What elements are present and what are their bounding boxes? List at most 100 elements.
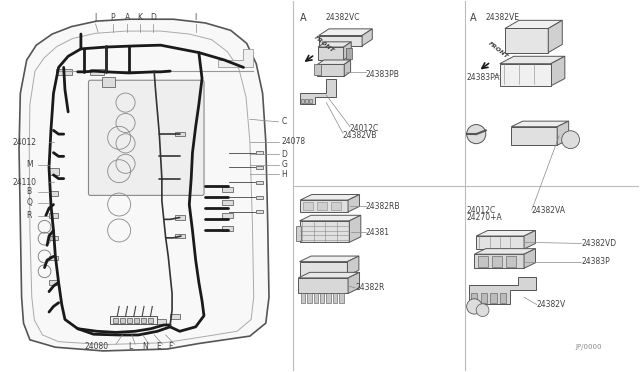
Polygon shape xyxy=(318,42,351,47)
Bar xyxy=(170,314,180,319)
Text: 24080: 24080 xyxy=(84,341,108,350)
Bar xyxy=(307,294,312,303)
Polygon shape xyxy=(524,231,536,249)
FancyBboxPatch shape xyxy=(88,80,204,195)
Polygon shape xyxy=(468,277,536,304)
Text: I: I xyxy=(195,13,196,22)
Bar xyxy=(317,202,327,210)
Bar xyxy=(301,99,304,103)
Text: B: B xyxy=(27,187,32,196)
Bar xyxy=(339,294,344,303)
Polygon shape xyxy=(557,121,569,145)
Text: Q: Q xyxy=(27,198,33,207)
Polygon shape xyxy=(319,29,372,36)
Bar xyxy=(320,294,324,303)
Polygon shape xyxy=(300,200,348,212)
Bar xyxy=(141,318,146,323)
Text: N: N xyxy=(143,341,148,350)
Bar xyxy=(326,294,331,303)
Bar xyxy=(301,294,305,303)
Text: L: L xyxy=(129,341,133,350)
Bar xyxy=(471,294,477,303)
Bar xyxy=(127,318,132,323)
Text: 24382VC: 24382VC xyxy=(325,13,360,22)
Bar xyxy=(90,69,104,75)
Polygon shape xyxy=(317,64,344,76)
Text: 24382R: 24382R xyxy=(355,283,385,292)
Text: E: E xyxy=(156,341,161,350)
Polygon shape xyxy=(511,127,557,145)
Polygon shape xyxy=(317,60,351,64)
Text: A: A xyxy=(300,13,306,23)
Text: FRONT: FRONT xyxy=(314,35,335,53)
Bar xyxy=(120,318,125,323)
Bar xyxy=(346,48,352,59)
Bar xyxy=(175,132,185,137)
Bar xyxy=(222,227,234,231)
Text: 24382VD: 24382VD xyxy=(581,239,616,248)
Bar xyxy=(49,280,58,285)
Polygon shape xyxy=(476,231,536,236)
Bar xyxy=(500,294,506,303)
Polygon shape xyxy=(300,78,336,105)
Text: JP/0000: JP/0000 xyxy=(575,344,602,350)
Text: 24383PA: 24383PA xyxy=(467,73,500,82)
Bar xyxy=(305,99,308,103)
Text: 24012C: 24012C xyxy=(467,206,496,215)
Bar xyxy=(49,191,58,196)
Text: 24382VA: 24382VA xyxy=(532,206,566,215)
Bar xyxy=(222,187,234,192)
Text: 24012: 24012 xyxy=(13,138,36,147)
Polygon shape xyxy=(362,29,372,46)
Bar xyxy=(155,319,166,324)
Bar xyxy=(256,166,262,169)
Circle shape xyxy=(562,131,579,148)
Text: 24382VB: 24382VB xyxy=(343,131,378,140)
Polygon shape xyxy=(319,36,362,46)
Polygon shape xyxy=(300,221,349,242)
Text: 24382V: 24382V xyxy=(537,300,566,309)
Text: D: D xyxy=(282,150,287,159)
Text: 24270+A: 24270+A xyxy=(467,213,502,222)
Bar xyxy=(314,64,321,75)
Polygon shape xyxy=(318,47,344,60)
Bar xyxy=(256,181,262,184)
Bar xyxy=(222,214,234,218)
Polygon shape xyxy=(524,248,536,268)
Polygon shape xyxy=(474,254,524,268)
Polygon shape xyxy=(548,20,563,52)
Text: 24383P: 24383P xyxy=(581,257,610,266)
Bar xyxy=(256,196,262,199)
Bar xyxy=(49,256,58,260)
Bar xyxy=(478,256,488,267)
Text: R: R xyxy=(27,211,32,220)
Bar xyxy=(481,294,487,303)
Text: 24012C: 24012C xyxy=(350,124,380,133)
Polygon shape xyxy=(348,195,360,212)
Bar xyxy=(148,318,153,323)
Text: G: G xyxy=(282,160,287,169)
Text: A: A xyxy=(470,13,476,23)
Bar xyxy=(314,294,318,303)
Polygon shape xyxy=(300,215,361,221)
Polygon shape xyxy=(300,256,359,262)
Text: 24078: 24078 xyxy=(282,137,306,146)
Bar xyxy=(49,213,58,218)
Text: 24382RB: 24382RB xyxy=(366,202,401,211)
Bar xyxy=(56,68,72,75)
Bar xyxy=(175,215,185,220)
Bar xyxy=(222,201,234,205)
Text: C: C xyxy=(282,118,287,126)
Polygon shape xyxy=(109,317,157,324)
Polygon shape xyxy=(476,236,524,249)
Polygon shape xyxy=(500,64,551,86)
Polygon shape xyxy=(344,60,351,76)
Text: K: K xyxy=(138,13,143,22)
Bar xyxy=(490,294,497,303)
Polygon shape xyxy=(218,49,253,67)
Polygon shape xyxy=(348,272,360,294)
Polygon shape xyxy=(551,56,565,86)
Polygon shape xyxy=(505,29,548,52)
Text: J: J xyxy=(95,13,97,22)
Text: 24110: 24110 xyxy=(13,178,36,187)
